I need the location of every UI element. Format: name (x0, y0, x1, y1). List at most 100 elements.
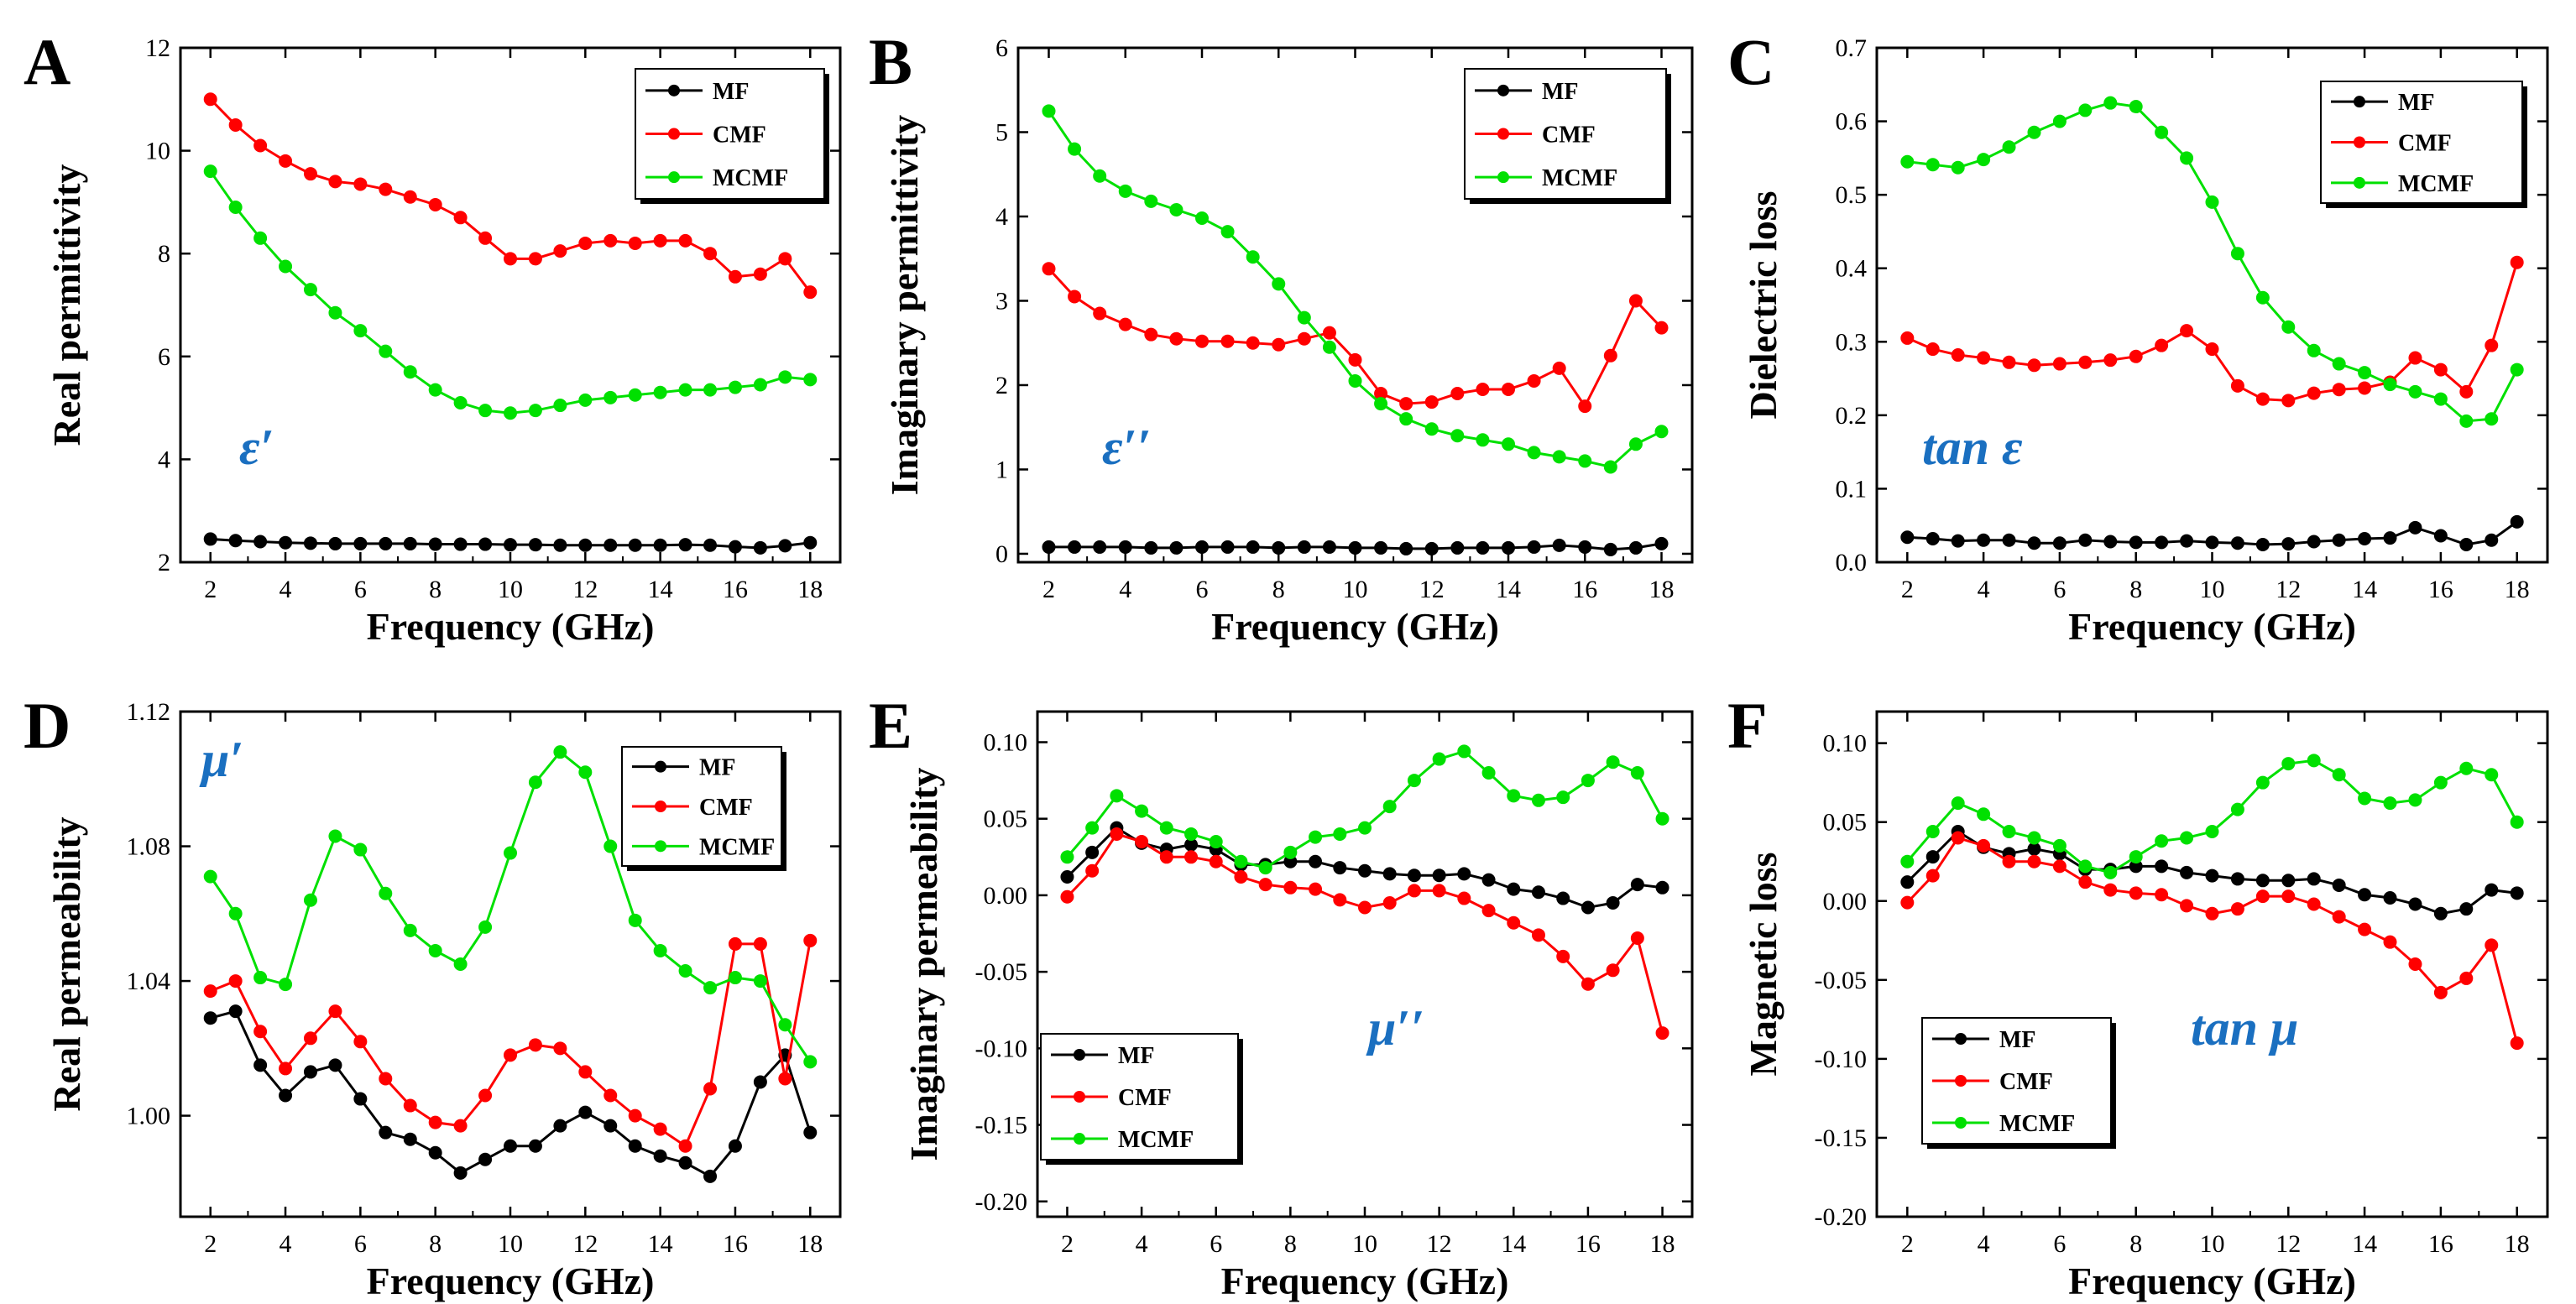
data-point-cmf (1060, 889, 1074, 904)
legend-label-mf: MF (1118, 1043, 1155, 1069)
data-point-cmf (753, 936, 767, 951)
y-tick-label: 0.2 (1836, 402, 1868, 430)
data-point-mcmf (1900, 154, 1915, 169)
data-point-mcmf (2459, 414, 2474, 428)
data-point-cmf (279, 154, 293, 168)
x-tick-label: 18 (1649, 576, 1675, 603)
y-tick-label: 0.00 (1823, 888, 1868, 915)
data-point-cmf (2205, 906, 2219, 921)
data-point-mf (504, 1139, 517, 1153)
data-point-cmf (1951, 348, 1965, 363)
y-tick-label: -0.20 (1815, 1203, 1868, 1231)
data-point-cmf (1450, 387, 1465, 401)
data-point-mcmf (1527, 446, 1541, 460)
data-point-mcmf (2281, 757, 2296, 771)
data-point-mf (803, 1125, 818, 1140)
data-point-mcmf (1606, 755, 1620, 769)
x-tick-label: 14 (2352, 576, 2377, 603)
data-point-cmf (2129, 349, 2143, 363)
data-point-cmf (1977, 838, 1991, 853)
y-tick-label: -0.05 (1815, 967, 1868, 994)
data-point-cmf (1578, 399, 1592, 414)
x-tick-label: 2 (1042, 576, 1055, 603)
annotation-label: μ′ (199, 732, 243, 787)
data-point-mf (653, 1149, 667, 1163)
data-point-cmf (1507, 915, 1521, 930)
data-point-mcmf (2078, 103, 2093, 117)
data-point-mf (2155, 535, 2169, 550)
data-point-cmf (728, 269, 742, 284)
data-point-mcmf (228, 201, 243, 215)
y-tick-label: 6 (158, 343, 170, 371)
data-point-mf (2383, 890, 2397, 905)
data-point-mf (2255, 537, 2270, 551)
data-point-cmf (328, 1004, 342, 1019)
data-point-cmf (1432, 884, 1446, 898)
data-point-mcmf (1507, 789, 1521, 803)
data-point-cmf (1068, 289, 1082, 304)
data-point-mf (203, 532, 217, 546)
data-point-cmf (1144, 327, 1158, 342)
y-tick-label: 0.00 (984, 882, 1028, 910)
data-point-mcmf (528, 775, 542, 790)
data-point-mf (1085, 845, 1100, 859)
panel-letter: D (24, 689, 71, 762)
data-point-cmf (2459, 384, 2474, 399)
legend-label-mf: MF (2398, 90, 2435, 116)
data-point-mcmf (653, 943, 667, 957)
data-point-mcmf (379, 344, 393, 358)
data-point-cmf (2078, 875, 2093, 889)
data-point-mf (2459, 537, 2474, 551)
data-point-mcmf (428, 383, 442, 397)
data-point-mcmf (1042, 104, 1056, 118)
data-point-mf (1068, 540, 1082, 554)
data-point-mf (228, 1004, 243, 1019)
data-point-mcmf (1951, 160, 1965, 175)
data-point-mf (203, 1011, 217, 1025)
legend-label-mf: MF (1542, 79, 1579, 105)
data-point-mcmf (2155, 834, 2169, 848)
data-point-mf (1925, 850, 1940, 864)
data-point-mcmf (2281, 320, 2296, 334)
data-point-mcmf (1110, 789, 1124, 803)
data-point-cmf (2383, 935, 2397, 949)
data-point-mcmf (1309, 830, 1323, 844)
data-point-cmf (1358, 900, 1372, 915)
data-point-mcmf (2205, 195, 2219, 209)
data-point-cmf (703, 1082, 718, 1096)
legend-marker-cmf (655, 801, 666, 812)
legend-marker-mf (2354, 96, 2365, 108)
y-tick-label: 0.0 (1836, 549, 1868, 576)
data-point-mcmf (703, 383, 718, 397)
x-tick-label: 8 (2129, 1230, 2142, 1258)
y-tick-label: 2 (995, 372, 1008, 399)
data-point-mf (528, 1139, 542, 1153)
y-tick-label: -0.05 (975, 958, 1028, 986)
data-point-cmf (2002, 355, 2016, 369)
y-tick-label: 6 (995, 34, 1008, 62)
y-tick-label: 0.05 (984, 806, 1028, 833)
data-point-cmf (1531, 928, 1545, 942)
data-point-cmf (803, 933, 818, 947)
data-point-mf (1309, 854, 1323, 868)
x-tick-label: 18 (797, 1230, 823, 1258)
data-point-mcmf (1552, 450, 1566, 464)
data-point-mcmf (1654, 425, 1669, 439)
data-point-mf (1578, 540, 1592, 554)
data-point-mcmf (604, 839, 618, 853)
data-point-mf (1382, 867, 1397, 881)
y-tick-label: 0.5 (1836, 181, 1868, 209)
data-point-cmf (2103, 883, 2118, 897)
data-point-mcmf (2358, 791, 2372, 806)
data-point-mf (428, 537, 442, 551)
data-point-mf (2408, 897, 2422, 911)
data-point-mcmf (803, 373, 818, 387)
data-point-cmf (604, 233, 618, 248)
data-point-mcmf (2383, 796, 2397, 811)
data-point-cmf (1502, 382, 1515, 396)
data-point-cmf (2485, 338, 2499, 352)
data-point-cmf (1272, 337, 1286, 352)
data-point-mcmf (1118, 184, 1132, 198)
data-point-mcmf (1169, 202, 1183, 216)
